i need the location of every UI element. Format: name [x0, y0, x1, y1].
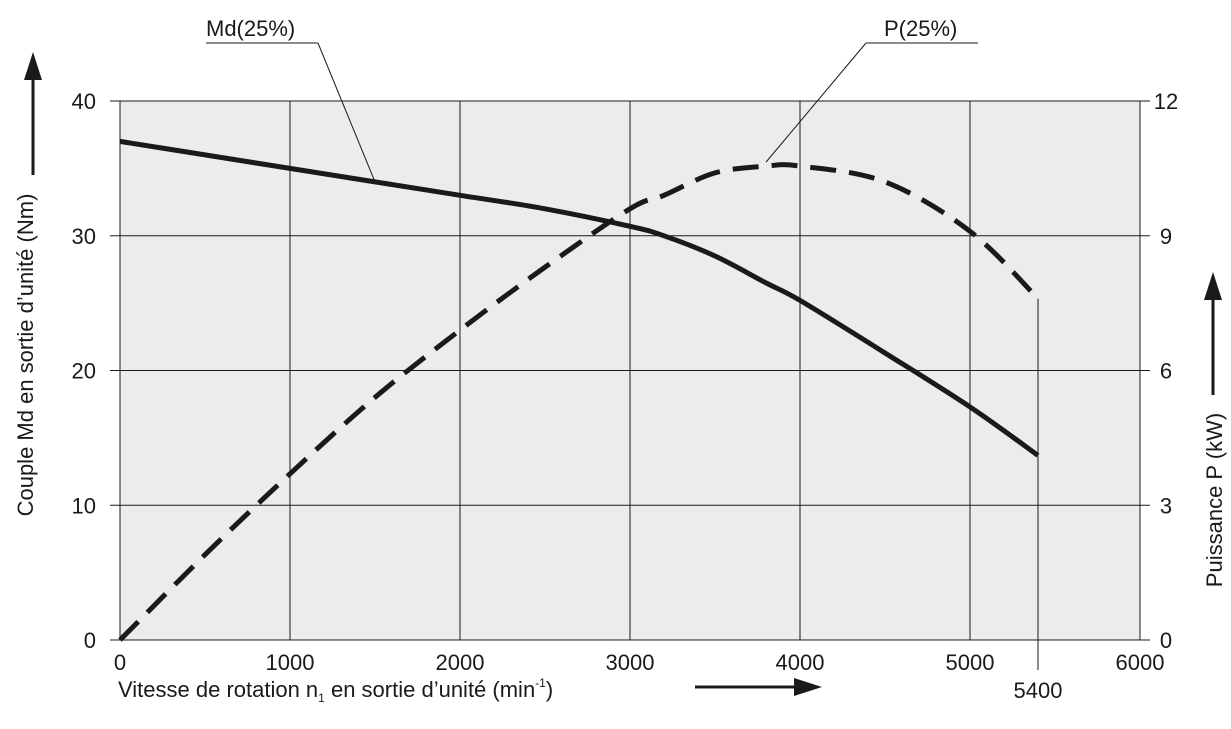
x-axis-label-end: )	[546, 677, 553, 702]
series-lines	[118, 138, 1040, 642]
annotation-leader-md	[317, 42, 376, 183]
x-tick-label: 6000	[1116, 650, 1165, 675]
y-left-tick-label: 0	[84, 628, 96, 653]
x-tick-label: 0	[114, 650, 126, 675]
x-tick-label: 1000	[266, 650, 315, 675]
y-left-tick-label: 10	[72, 493, 96, 518]
x-axis-label-main: Vitesse de rotation n	[118, 677, 318, 702]
y-left-tick-label: 40	[72, 89, 96, 114]
annotation-label-md: Md(25%)	[206, 16, 295, 41]
x-tick-label: 3000	[606, 650, 655, 675]
x-tick-label: 2000	[436, 650, 485, 675]
annotation-label-p: P(25%)	[884, 16, 957, 41]
y-left-tick-label: 20	[72, 359, 96, 384]
x-axis-arrow-icon	[695, 678, 822, 696]
x-axis-label-subscript: 1	[318, 691, 325, 705]
x-axis-label-middle: en sortie d’unité (min	[325, 677, 535, 702]
series-line-md-25	[119, 138, 1040, 458]
x-tick-label-extra: 5400	[1014, 678, 1063, 703]
y-right-tick-label: 9	[1160, 224, 1172, 249]
y-axis-right-label: Puissance P (kW)	[1202, 413, 1227, 587]
left-axis-arrow-icon	[24, 52, 42, 175]
grid-lines	[120, 101, 1140, 640]
x-tick-label: 4000	[776, 650, 825, 675]
y-right-tick-label: 0	[1160, 628, 1172, 653]
y-left-tick-label: 30	[72, 224, 96, 249]
y-axis-left-label: Couple Md en sortie d’unité (Nm)	[13, 194, 38, 517]
y-right-tick-label: 6	[1160, 359, 1172, 384]
x-axis-label: Vitesse de rotation n1 en sortie d’unité…	[118, 676, 553, 705]
annotation-leader-p	[765, 42, 867, 163]
axes: 0 1000 2000 3000 4000 5000 6000 5400 0 10 20 30 40 0 3…	[72, 89, 1179, 703]
series-line-p-25	[118, 162, 1040, 642]
right-axis-arrow-icon	[1204, 272, 1222, 395]
y-right-tick-label: 3	[1160, 493, 1172, 518]
x-tick-label: 5000	[946, 650, 995, 675]
y-right-tick-label: 12	[1154, 89, 1178, 114]
x-axis-label-superscript: -1	[535, 676, 546, 690]
annotations: Md(25%) P(25%)	[206, 16, 978, 183]
